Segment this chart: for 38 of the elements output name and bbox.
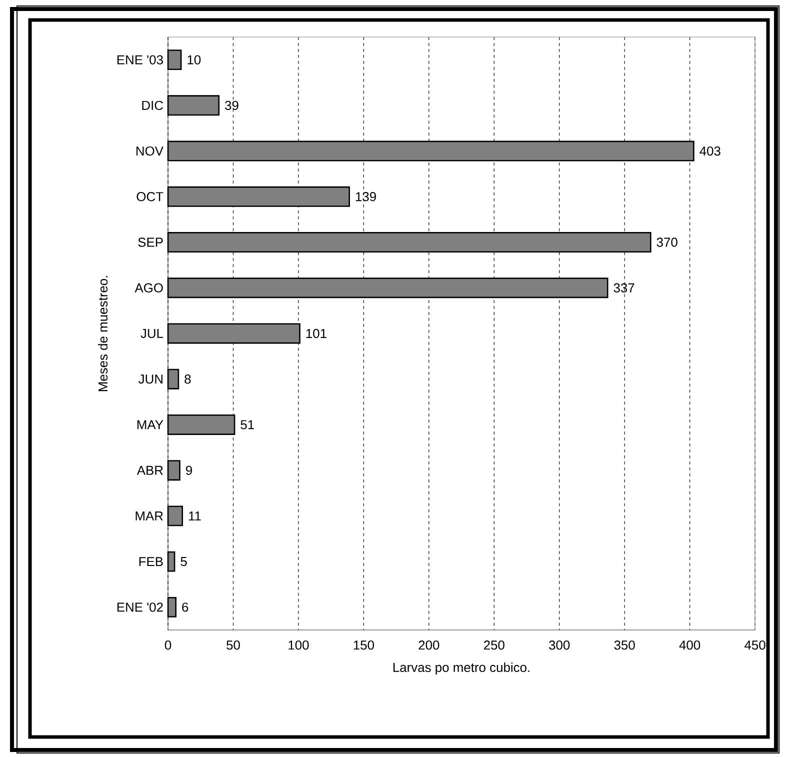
x-tick-label: 50 bbox=[226, 640, 240, 650]
y-tick-label: FEB bbox=[139, 557, 163, 566]
data-label: 139 bbox=[356, 192, 376, 202]
y-tick-label: JUN bbox=[138, 374, 162, 384]
y-tick-label: ENE '03 bbox=[117, 55, 163, 64]
y-tick-label: OCT bbox=[136, 192, 164, 202]
data-label: 10 bbox=[188, 55, 201, 64]
data-label: 39 bbox=[225, 100, 238, 110]
data-label: 51 bbox=[240, 420, 254, 430]
data-label: 6 bbox=[182, 602, 188, 612]
x-axis-title: Larvas po metro cubico. bbox=[393, 662, 530, 675]
x-tick-label: 450 bbox=[744, 640, 766, 650]
y-tick-label: SEP bbox=[138, 238, 163, 247]
y-tick-label: MAY bbox=[137, 420, 164, 430]
x-tick-label: 300 bbox=[549, 640, 570, 650]
y-tick-label: JUL bbox=[140, 328, 164, 338]
x-tick-label: 350 bbox=[614, 640, 635, 650]
data-label: 403 bbox=[700, 146, 720, 156]
y-tick-label: MAR bbox=[136, 512, 163, 520]
x-tick-label: 200 bbox=[418, 640, 440, 650]
data-label: 9 bbox=[186, 466, 192, 475]
x-tick-label: 0 bbox=[164, 640, 172, 650]
y-tick-label: ABR bbox=[136, 466, 163, 475]
x-tick-label: 150 bbox=[354, 640, 374, 650]
data-label: 370 bbox=[656, 238, 678, 247]
data-label: 101 bbox=[306, 328, 326, 338]
y-tick-label: ENE '02 bbox=[117, 602, 163, 612]
data-label: 8 bbox=[184, 374, 191, 384]
data-label: 5 bbox=[180, 557, 187, 566]
y-tick-label: DIC bbox=[142, 100, 163, 110]
y-tick-label: AGO bbox=[134, 283, 163, 292]
x-tick-label: 100 bbox=[288, 640, 309, 650]
data-label: 337 bbox=[614, 283, 634, 292]
y-axis-title: Meses de muestreo. bbox=[98, 276, 108, 392]
x-tick-label: 400 bbox=[679, 640, 700, 650]
data-label: 11 bbox=[188, 512, 201, 520]
x-tick-label: 250 bbox=[484, 640, 504, 650]
y-tick-label: NOV bbox=[136, 146, 164, 156]
